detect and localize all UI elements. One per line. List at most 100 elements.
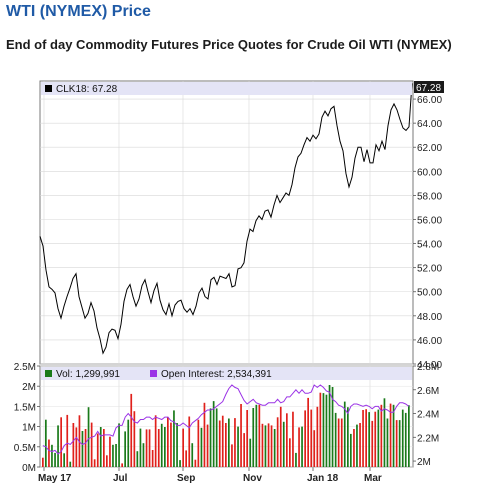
volume-bar bbox=[292, 411, 294, 467]
volume-bar bbox=[322, 393, 325, 467]
volume-bar bbox=[130, 393, 133, 467]
volume-bar bbox=[347, 407, 349, 467]
price-tick-label: 60.00 bbox=[417, 167, 442, 178]
volume-bar bbox=[93, 459, 96, 467]
volume-bar bbox=[298, 427, 300, 467]
volume-bar bbox=[252, 408, 255, 467]
open-interest-tick-label: 2.8M bbox=[417, 362, 439, 373]
volume-legend-band bbox=[41, 367, 412, 380]
open-interest-legend-swatch bbox=[150, 370, 157, 377]
volume-tick-label: 0.5M bbox=[14, 443, 36, 454]
volume-bar bbox=[87, 407, 90, 467]
volume-bar bbox=[118, 423, 120, 467]
volume-bar bbox=[273, 429, 276, 467]
volume-bar bbox=[282, 421, 285, 467]
volume-bar bbox=[362, 410, 364, 467]
volume-bar bbox=[398, 420, 401, 467]
volume-bar bbox=[356, 424, 358, 467]
volume-legend-swatch bbox=[45, 370, 52, 377]
volume-bar bbox=[389, 403, 392, 467]
volume-bar bbox=[115, 444, 117, 467]
volume-bar bbox=[401, 409, 404, 467]
volume-bar bbox=[368, 412, 370, 467]
open-interest-tick-label: 2.4M bbox=[417, 410, 439, 421]
volume-bar bbox=[325, 394, 328, 467]
volume-bar bbox=[112, 444, 114, 467]
open-interest-tick-label: 2.2M bbox=[417, 433, 439, 444]
volume-bar bbox=[84, 429, 87, 467]
volume-bar bbox=[182, 428, 184, 467]
price-legend-band bbox=[41, 82, 412, 95]
volume-bar bbox=[66, 414, 69, 467]
volume-bar bbox=[148, 429, 151, 467]
volume-bar bbox=[209, 408, 212, 467]
x-tick-label: Mar bbox=[364, 473, 382, 484]
volume-bar bbox=[121, 463, 123, 467]
volume-bar bbox=[99, 427, 102, 467]
open-interest-tick-label: 2.6M bbox=[417, 386, 439, 397]
x-tick-label: Nov bbox=[243, 473, 262, 484]
volume-tick-label: 2M bbox=[22, 382, 36, 393]
volume-bar bbox=[267, 423, 270, 467]
volume-bar bbox=[42, 457, 44, 467]
last-price-label: 67.28 bbox=[416, 83, 441, 94]
volume-bar bbox=[173, 410, 175, 467]
price-plot-frame bbox=[39, 80, 414, 365]
volume-bar bbox=[45, 419, 47, 467]
volume-bar bbox=[212, 401, 215, 467]
volume-bar bbox=[228, 418, 230, 467]
volume-tick-label: 2.5M bbox=[14, 362, 36, 373]
volume-bar bbox=[54, 452, 56, 467]
price-series-line bbox=[39, 83, 413, 355]
page-subtitle: End of day Commodity Futures Price Quote… bbox=[6, 37, 452, 52]
volume-bar bbox=[136, 451, 139, 467]
volume-bar bbox=[383, 398, 386, 467]
open-interest-line bbox=[42, 384, 410, 455]
volume-bar bbox=[304, 410, 306, 467]
volume-bar bbox=[188, 416, 191, 467]
volume-bar bbox=[133, 411, 136, 467]
volume-bar bbox=[215, 408, 218, 467]
volume-bar bbox=[75, 427, 78, 467]
volume-bar bbox=[109, 436, 111, 467]
volume-bar bbox=[57, 425, 59, 467]
volume-bar bbox=[48, 439, 50, 467]
volume-bar bbox=[203, 402, 206, 467]
volume-bar bbox=[350, 433, 352, 467]
volume-bar bbox=[289, 438, 291, 467]
volume-tick-label: 1.5M bbox=[14, 402, 36, 413]
price-tick-label: 64.00 bbox=[417, 119, 442, 130]
volume-bar bbox=[234, 418, 236, 467]
volume-legend-label: Vol: 1,299,991 bbox=[56, 369, 120, 380]
price-tick-label: 46.00 bbox=[417, 336, 442, 347]
volume-bar bbox=[270, 425, 273, 467]
volume-bar bbox=[243, 433, 245, 467]
price-tick-label: 50.00 bbox=[417, 288, 442, 299]
volume-bar bbox=[328, 385, 331, 467]
volume-bar bbox=[386, 418, 389, 467]
volume-bar bbox=[139, 428, 142, 467]
volume-bar bbox=[63, 453, 65, 467]
volume-bar bbox=[197, 419, 200, 467]
volume-bar bbox=[225, 423, 227, 467]
volume-bar bbox=[240, 404, 242, 467]
volume-bar bbox=[176, 423, 178, 467]
price-tick-label: 48.00 bbox=[417, 312, 442, 323]
price-legend-swatch bbox=[45, 85, 52, 92]
volume-bar bbox=[103, 429, 105, 467]
volume-bar bbox=[157, 429, 160, 467]
volume-bar bbox=[353, 429, 355, 467]
volume-bar bbox=[374, 411, 377, 467]
volume-tick-label: 1M bbox=[22, 423, 36, 434]
price-tick-label: 58.00 bbox=[417, 191, 442, 202]
volume-bar bbox=[377, 409, 380, 467]
volume-bar bbox=[160, 423, 163, 467]
volume-bar bbox=[194, 459, 197, 467]
volume-bar bbox=[301, 426, 303, 467]
volume-bar bbox=[124, 431, 126, 467]
volume-bar bbox=[51, 444, 53, 467]
volume-bar bbox=[380, 404, 383, 467]
volume-bar bbox=[313, 430, 316, 467]
volume-bar bbox=[127, 419, 130, 467]
